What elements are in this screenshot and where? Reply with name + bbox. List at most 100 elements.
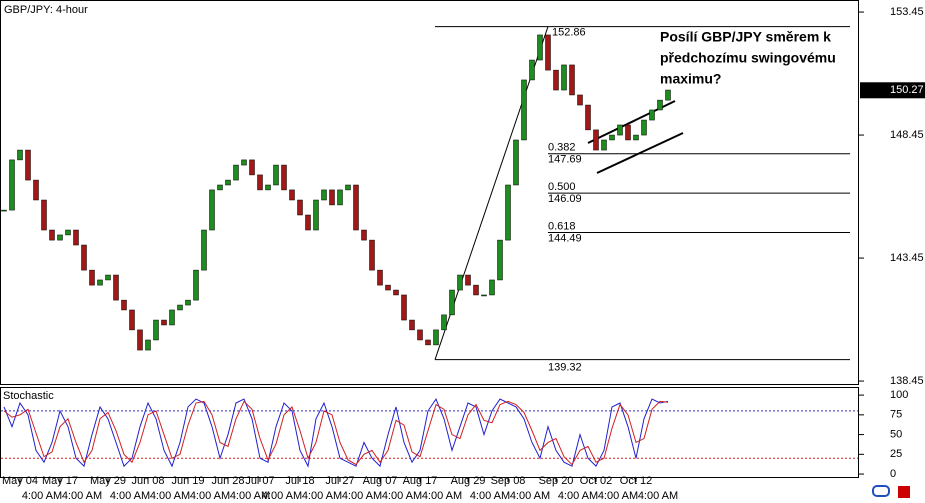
candle (441, 314, 447, 331)
candle (513, 139, 519, 186)
candle (553, 69, 559, 91)
candle (113, 274, 119, 301)
close-icon[interactable] (898, 486, 910, 498)
candle (57, 234, 63, 241)
time-label: 4:00 AM (262, 490, 302, 502)
candle (313, 199, 319, 231)
x-tick-label: Oct 12 (620, 475, 652, 487)
candle (409, 319, 415, 331)
fib-ratio: 0.382 (548, 142, 576, 154)
last-price-box (860, 82, 925, 99)
chart-title: GBP/JPY: 4-hour (4, 4, 88, 16)
candle (465, 274, 471, 286)
x-tick-label: Aug 29 (451, 475, 486, 487)
candle (217, 184, 223, 191)
time-label: 4:00 AM (22, 490, 62, 502)
fib-low-label: 139.32 (548, 362, 582, 374)
candle (273, 164, 279, 186)
candle (665, 89, 671, 101)
candle (633, 134, 639, 141)
fib-price: 144.49 (548, 232, 582, 244)
candle (121, 299, 127, 311)
candle (561, 64, 567, 91)
candle (177, 304, 183, 311)
candle (185, 299, 191, 306)
candle (657, 99, 663, 111)
candle (9, 159, 15, 211)
y-tick-label: 148.45 (890, 129, 924, 141)
candle (265, 184, 271, 191)
candle (401, 294, 407, 321)
candle (169, 309, 175, 326)
stoch-tick-label: 0 (890, 468, 896, 480)
candle (321, 189, 327, 201)
candle (25, 149, 31, 181)
x-tick-label: Jun 08 (131, 475, 164, 487)
last-price-label: 150.27 (890, 84, 924, 96)
x-tick-label: Jul 07 (245, 475, 274, 487)
time-label: 4:00 AM (638, 490, 678, 502)
time-label: 4:00 AM (558, 490, 598, 502)
candle (41, 199, 47, 231)
x-tick-label: Sep 20 (539, 475, 574, 487)
candle (257, 174, 263, 191)
candle (81, 244, 87, 271)
candle (457, 274, 463, 291)
candle (73, 229, 79, 246)
candle (433, 329, 439, 346)
candle (289, 189, 295, 201)
x-tick-label: Jul 18 (285, 475, 314, 487)
candle (97, 279, 103, 286)
y-tick-label: 143.45 (890, 252, 924, 264)
time-label: 4:00 AM (342, 490, 382, 502)
candle (505, 184, 511, 241)
candle (225, 179, 231, 186)
stoch-tick-label: 25 (890, 448, 902, 460)
candle (353, 184, 359, 231)
candle (617, 124, 623, 136)
fib-price: 147.69 (548, 154, 582, 166)
candle (241, 159, 247, 166)
candle (161, 319, 167, 326)
candle (481, 294, 487, 297)
candle (129, 309, 135, 331)
candle (233, 164, 239, 181)
candle (1, 209, 7, 212)
candle (305, 214, 311, 231)
candle (609, 134, 615, 141)
stoch-line (3, 397, 669, 468)
time-label: 4:00 AM (302, 490, 342, 502)
stoch-line (3, 400, 669, 466)
candle (641, 119, 647, 136)
stoch-tick-label: 100 (890, 389, 908, 401)
candle (17, 149, 23, 161)
candle (153, 319, 159, 341)
y-tick-label: 153.45 (890, 6, 924, 18)
annotation: předchozímu swingovému (660, 50, 836, 66)
candle (569, 64, 575, 96)
x-tick-label: Sep 08 (491, 475, 526, 487)
candle (209, 189, 215, 231)
time-label: 4:00 AM (62, 490, 102, 502)
x-tick-label: Aug 17 (403, 475, 438, 487)
candle (601, 139, 607, 151)
link-icon[interactable] (872, 485, 890, 497)
time-label: 4:00 AM (382, 490, 422, 502)
candle (65, 229, 71, 236)
candle (393, 289, 399, 296)
fib-ratio: 0.618 (548, 220, 576, 232)
candle (417, 329, 423, 341)
candle (625, 124, 631, 141)
candle (89, 269, 95, 286)
stoch-tick-label: 50 (890, 428, 902, 440)
x-tick-label: Aug 07 (363, 475, 398, 487)
candle (281, 164, 287, 191)
fib-ratio: 0.500 (548, 181, 576, 193)
time-label: 4:00 AM (510, 490, 550, 502)
stoch-tick-label: 75 (890, 409, 902, 421)
candle (529, 59, 535, 81)
annotation: maximu? (660, 71, 721, 87)
time-label: 4:00 AM (598, 490, 638, 502)
